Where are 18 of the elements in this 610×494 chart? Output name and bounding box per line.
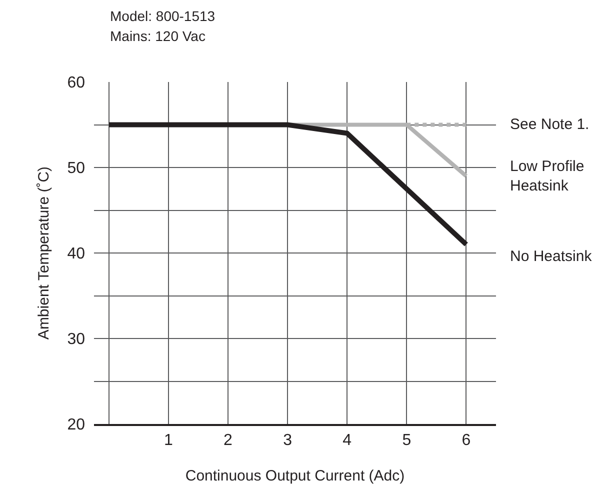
- x-tick-label: 1: [164, 432, 173, 450]
- text: Low Profile Heatsink: [510, 158, 584, 194]
- x-tick-label: 5: [402, 432, 412, 450]
- y-tick-label: 20: [67, 416, 86, 434]
- text: Model: 800-1513: [110, 8, 216, 24]
- x-tick-label: 3: [283, 432, 292, 450]
- text: See Note 1.: [510, 116, 590, 133]
- y-tick-label: 60: [67, 74, 86, 92]
- text: No Heatsink: [510, 248, 592, 265]
- y-tick-label: 40: [67, 246, 86, 263]
- y-tick-label: 30: [67, 331, 86, 348]
- x-axis-title: Continuous Output Current (Adc): [185, 468, 405, 485]
- x-tick-label: 2: [224, 432, 233, 450]
- x-tick-label: 6: [462, 432, 471, 450]
- y-axis-title: Ambient Temperature (˚C): [35, 166, 52, 340]
- x-tick-label: 4: [342, 432, 352, 450]
- y-tick-label: 50: [67, 160, 86, 178]
- text: Mains: 120 Vac: [110, 28, 206, 44]
